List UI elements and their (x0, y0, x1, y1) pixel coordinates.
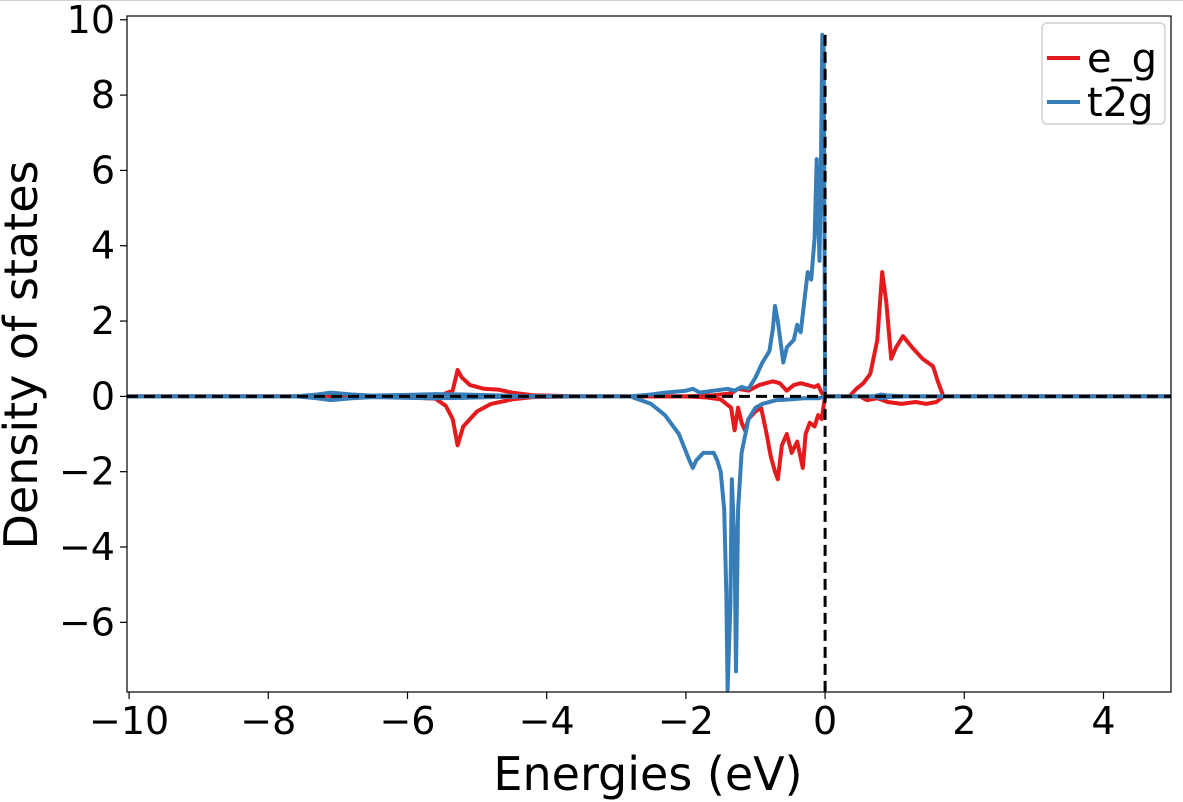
legend-box (1041, 22, 1166, 125)
x-tick-label: 4 (1091, 699, 1115, 743)
y-tick-label: 6 (91, 148, 115, 192)
series-line-e_g-up (127, 270, 1171, 399)
series-lines (127, 32, 1171, 692)
legend-label-e_g: e_g (1087, 36, 1157, 82)
y-tick-label: 4 (91, 224, 115, 268)
y-tick-label: −2 (59, 450, 115, 494)
x-tick-label: 0 (813, 699, 837, 743)
x-tick-label: −6 (379, 699, 435, 743)
y-axis: −6 −4 −2 0 2 4 6 8 10 (59, 0, 127, 644)
series-line-e_g-down (127, 394, 1171, 482)
y-tick-label: 8 (91, 73, 115, 117)
series-line-t2g-down (127, 394, 1171, 692)
x-axis: −10 −8 −6 −4 −2 0 2 4 (89, 692, 1116, 743)
y-tick-label: 0 (91, 374, 115, 418)
series-line-t2g-up (127, 32, 1171, 399)
x-tick-label: 2 (952, 699, 976, 743)
x-tick-label: −10 (89, 699, 169, 743)
x-tick-label: −8 (240, 699, 296, 743)
x-tick-label: −4 (519, 699, 575, 743)
x-axis-label: Energies (eV) (493, 747, 802, 801)
legend-label-t2g: t2g (1087, 80, 1154, 126)
plot-area (126, 15, 1172, 693)
y-axis-label: Density of states (0, 161, 48, 550)
y-tick-label: 2 (91, 299, 115, 343)
x-tick-label: −2 (658, 699, 714, 743)
plot-frame (126, 15, 1172, 693)
y-tick-label: −6 (59, 600, 115, 644)
y-tick-label: −4 (59, 525, 115, 569)
y-tick-label: 10 (67, 0, 115, 42)
